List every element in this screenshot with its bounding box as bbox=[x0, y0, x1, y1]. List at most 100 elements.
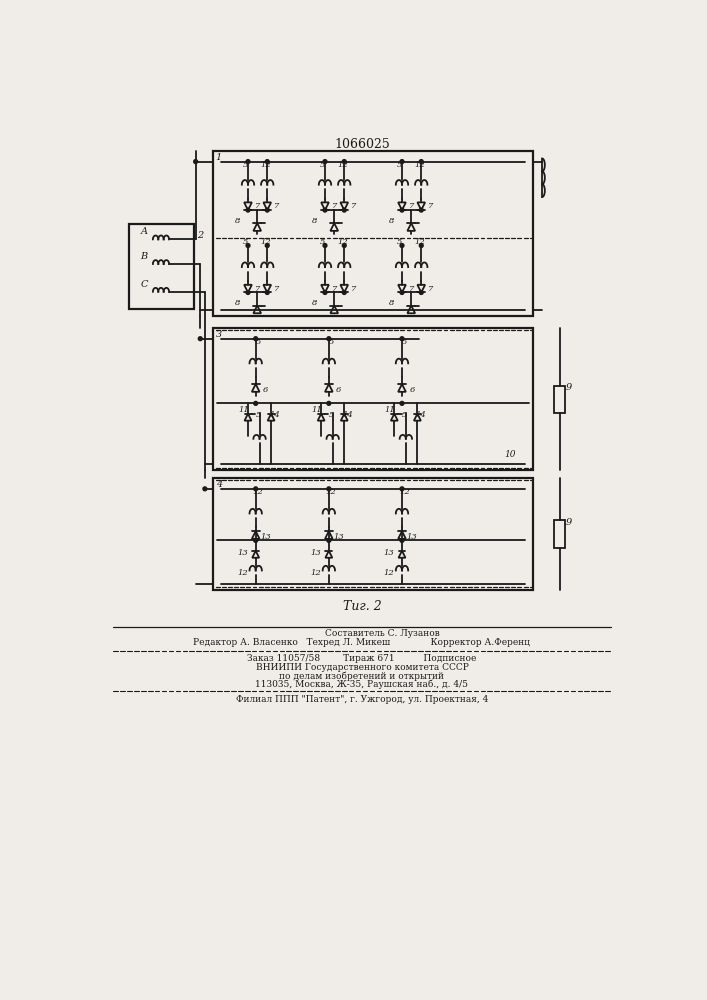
Text: 14: 14 bbox=[416, 411, 426, 419]
Text: 5: 5 bbox=[402, 338, 407, 346]
Text: 13: 13 bbox=[310, 549, 321, 557]
Text: 12: 12 bbox=[337, 161, 348, 169]
Text: 9: 9 bbox=[566, 383, 572, 392]
Circle shape bbox=[203, 487, 207, 491]
Text: 7: 7 bbox=[255, 285, 260, 293]
Text: 13: 13 bbox=[238, 549, 248, 557]
Text: 5: 5 bbox=[243, 238, 248, 246]
Text: 8: 8 bbox=[235, 217, 240, 225]
Text: 8: 8 bbox=[235, 299, 240, 307]
Text: 13: 13 bbox=[260, 533, 271, 541]
Text: 8: 8 bbox=[312, 217, 317, 225]
Bar bbox=[554, 520, 565, 548]
Text: 7: 7 bbox=[351, 285, 356, 293]
Text: 11: 11 bbox=[238, 406, 249, 414]
Text: 2: 2 bbox=[197, 231, 204, 240]
Circle shape bbox=[342, 208, 346, 212]
Circle shape bbox=[327, 487, 331, 491]
Text: 7: 7 bbox=[409, 285, 414, 293]
Circle shape bbox=[342, 160, 346, 164]
Text: 3: 3 bbox=[216, 330, 222, 339]
Text: 6: 6 bbox=[409, 386, 415, 394]
Circle shape bbox=[246, 208, 250, 212]
Circle shape bbox=[419, 208, 423, 212]
Text: Составитель С. Лузанов: Составитель С. Лузанов bbox=[325, 629, 440, 638]
Text: B: B bbox=[141, 252, 148, 261]
Bar bbox=[214, 478, 533, 590]
Circle shape bbox=[323, 160, 327, 164]
Circle shape bbox=[400, 538, 404, 542]
Text: 12: 12 bbox=[252, 488, 264, 496]
Text: 12: 12 bbox=[383, 569, 395, 577]
Text: 12: 12 bbox=[337, 238, 348, 246]
Circle shape bbox=[254, 337, 257, 341]
Circle shape bbox=[323, 244, 327, 247]
Text: 5: 5 bbox=[329, 338, 334, 346]
Text: 7: 7 bbox=[274, 285, 279, 293]
Text: 14: 14 bbox=[343, 411, 354, 419]
Text: 13: 13 bbox=[383, 549, 395, 557]
Text: 7: 7 bbox=[332, 202, 337, 210]
Circle shape bbox=[323, 208, 327, 212]
Circle shape bbox=[342, 244, 346, 247]
Circle shape bbox=[254, 401, 257, 405]
Circle shape bbox=[246, 244, 250, 247]
Text: 8: 8 bbox=[312, 299, 317, 307]
Text: 13: 13 bbox=[407, 533, 417, 541]
Text: 113035, Москва, Ж-35, Раушская наб., д. 4/5: 113035, Москва, Ж-35, Раушская наб., д. … bbox=[255, 680, 469, 689]
Circle shape bbox=[400, 291, 404, 294]
Text: 13: 13 bbox=[334, 533, 344, 541]
Text: 11: 11 bbox=[385, 406, 395, 414]
Text: ВНИИПИ Государственного комитета СССР: ВНИИПИ Государственного комитета СССР bbox=[255, 663, 469, 672]
Text: 7: 7 bbox=[255, 202, 260, 210]
Text: 7: 7 bbox=[428, 202, 433, 210]
Circle shape bbox=[419, 160, 423, 164]
Text: A: A bbox=[141, 227, 148, 236]
Text: 12: 12 bbox=[414, 238, 425, 246]
Text: 7: 7 bbox=[351, 202, 356, 210]
Text: 7: 7 bbox=[428, 285, 433, 293]
Circle shape bbox=[400, 401, 404, 405]
Circle shape bbox=[342, 291, 346, 294]
Text: 12: 12 bbox=[260, 161, 271, 169]
Circle shape bbox=[194, 160, 197, 164]
Text: 12: 12 bbox=[399, 488, 409, 496]
Text: 10: 10 bbox=[504, 450, 515, 459]
Text: C: C bbox=[140, 280, 148, 289]
Circle shape bbox=[327, 401, 331, 405]
Text: 5: 5 bbox=[255, 338, 261, 346]
Circle shape bbox=[400, 337, 404, 341]
Text: 11: 11 bbox=[311, 406, 322, 414]
Text: 1066025: 1066025 bbox=[334, 138, 390, 151]
Text: 5: 5 bbox=[397, 238, 402, 246]
Circle shape bbox=[400, 208, 404, 212]
Circle shape bbox=[265, 291, 269, 294]
Circle shape bbox=[419, 244, 423, 247]
Circle shape bbox=[199, 337, 202, 341]
Circle shape bbox=[327, 538, 331, 542]
Text: 8: 8 bbox=[390, 299, 395, 307]
Text: 5: 5 bbox=[255, 411, 261, 419]
Text: 4: 4 bbox=[216, 480, 222, 489]
Circle shape bbox=[246, 291, 250, 294]
Circle shape bbox=[265, 208, 269, 212]
Text: 6: 6 bbox=[336, 386, 341, 394]
Circle shape bbox=[323, 291, 327, 294]
Circle shape bbox=[400, 244, 404, 247]
Circle shape bbox=[419, 291, 423, 294]
Text: 9: 9 bbox=[566, 518, 572, 527]
Bar bbox=[129, 224, 194, 309]
Text: 6: 6 bbox=[263, 386, 269, 394]
Text: 8: 8 bbox=[390, 217, 395, 225]
Circle shape bbox=[254, 487, 257, 491]
Text: 5: 5 bbox=[320, 161, 325, 169]
Circle shape bbox=[265, 160, 269, 164]
Text: 12: 12 bbox=[260, 238, 271, 246]
Text: 7: 7 bbox=[274, 202, 279, 210]
Text: 7: 7 bbox=[332, 285, 337, 293]
Text: Редактор А. Власенко   Техред Л. Микеш              Корректор А.Ференц: Редактор А. Власенко Техред Л. Микеш Кор… bbox=[194, 638, 530, 647]
Circle shape bbox=[254, 538, 257, 542]
Bar bbox=[214, 151, 533, 316]
Text: 1: 1 bbox=[216, 153, 222, 162]
Bar bbox=[214, 328, 533, 470]
